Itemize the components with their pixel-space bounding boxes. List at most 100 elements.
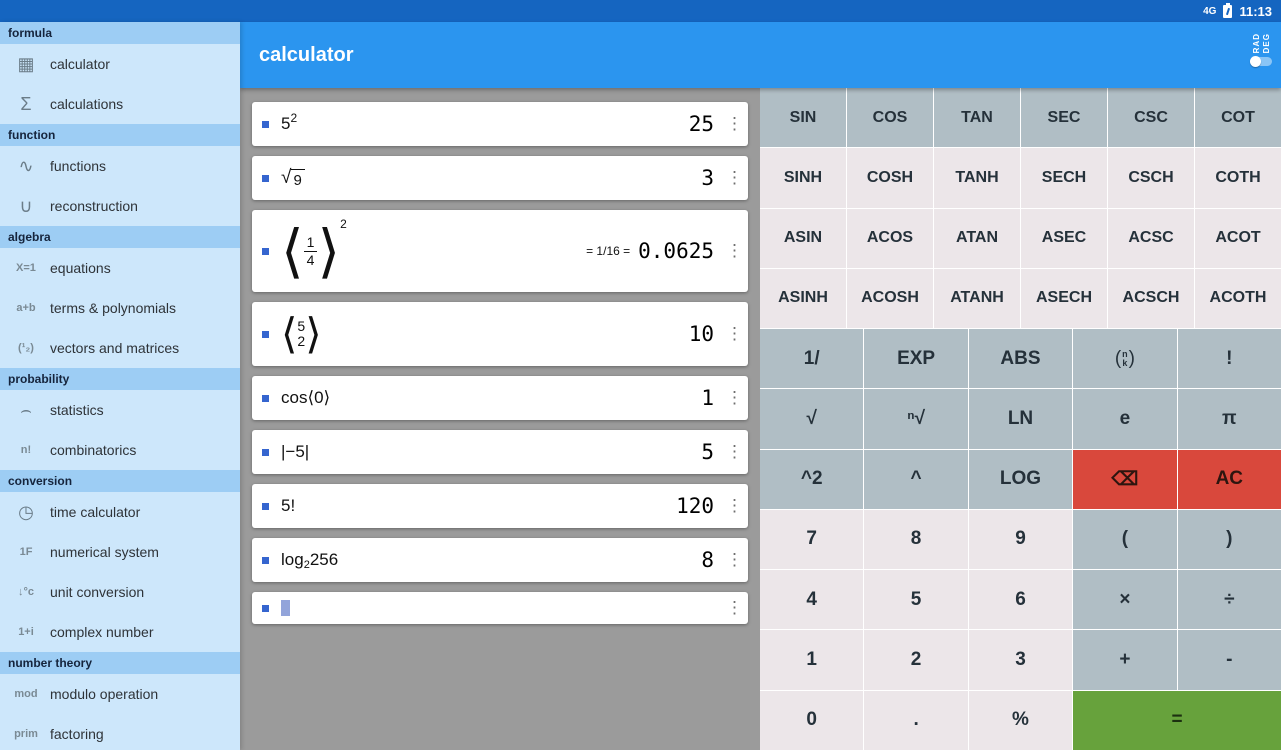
sidebar-item-calculator[interactable]: ▦ calculator — [0, 44, 240, 84]
history-card[interactable]: |−5| 5 ⋮ — [252, 430, 748, 474]
key-asin[interactable]: ASIN — [760, 208, 846, 268]
key-acsc[interactable]: ACSC — [1108, 208, 1194, 268]
overflow-menu-icon[interactable]: ⋮ — [726, 168, 743, 187]
key-6[interactable]: 6 — [968, 570, 1073, 630]
key-sqrt[interactable]: √ — [760, 389, 864, 449]
key-divide[interactable]: ÷ — [1177, 570, 1281, 630]
overflow-menu-icon[interactable]: ⋮ — [726, 114, 743, 133]
sidebar-item-combinatorics[interactable]: n! combinatorics — [0, 430, 240, 470]
key-8[interactable]: 8 — [864, 509, 968, 570]
sidebar-item-reconstruction[interactable]: ∪ reconstruction — [0, 186, 240, 226]
key-minus[interactable]: - — [1177, 630, 1281, 690]
key-0[interactable]: 0 — [760, 690, 864, 750]
key-asinh[interactable]: ASINH — [760, 268, 846, 328]
key-acos[interactable]: ACOS — [847, 208, 933, 268]
key-atanh[interactable]: ATANH — [934, 268, 1020, 328]
key-power[interactable]: ^ — [864, 449, 968, 509]
history-card[interactable]: ⟨ 5 2 ⟩ 10 ⋮ — [252, 302, 748, 366]
sidebar-item-equations[interactable]: X=1 equations — [0, 248, 240, 288]
key-log[interactable]: LOG — [968, 449, 1073, 509]
overflow-menu-icon[interactable]: ⋮ — [726, 241, 743, 260]
key-asech[interactable]: ASECH — [1021, 268, 1107, 328]
key-5[interactable]: 5 — [864, 570, 968, 630]
key-3[interactable]: 3 — [968, 630, 1073, 690]
bullet-icon — [262, 120, 269, 128]
key-sec[interactable]: SEC — [1021, 88, 1107, 148]
sidebar-item-numerical-system[interactable]: 1F numerical system — [0, 532, 240, 572]
key-9[interactable]: 9 — [968, 509, 1073, 570]
key-acosh[interactable]: ACOSH — [847, 268, 933, 328]
key-ln[interactable]: LN — [968, 389, 1073, 449]
key-2[interactable]: 2 — [864, 630, 968, 690]
sidebar-item-modulo-operation[interactable]: mod modulo operation — [0, 674, 240, 714]
key-exp[interactable]: EXP — [864, 329, 968, 389]
history-card[interactable]: log 2 256 8 ⋮ — [252, 538, 748, 582]
overflow-menu-icon[interactable]: ⋮ — [726, 442, 743, 461]
key-all-clear[interactable]: AC — [1177, 449, 1281, 509]
sidebar-item-unit-conversion[interactable]: ↓°c unit conversion — [0, 572, 240, 612]
key-coth[interactable]: COTH — [1195, 148, 1281, 208]
history-card[interactable]: ⋮ — [252, 592, 748, 624]
rad-deg-toggle[interactable]: RAD DEG — [1250, 33, 1272, 68]
key-acsch[interactable]: ACSCH — [1108, 268, 1194, 328]
sidebar-item-factoring[interactable]: prim factoring — [0, 714, 240, 750]
key-cosh[interactable]: COSH — [847, 148, 933, 208]
key-equals[interactable]: = — [1073, 690, 1281, 750]
sidebar-item-time-calculator[interactable]: ◷ time calculator — [0, 492, 240, 532]
key-nth-root[interactable]: ⁿ√ — [864, 389, 968, 449]
rad-deg-switch[interactable] — [1250, 56, 1272, 68]
key-csch[interactable]: CSCH — [1108, 148, 1194, 208]
sidebar-item-terms-polynomials[interactable]: a+b terms & polynomials — [0, 288, 240, 328]
key-asec[interactable]: ASEC — [1021, 208, 1107, 268]
key-n-choose-k[interactable]: (n k) — [1073, 329, 1177, 389]
rad-label: RAD — [1251, 33, 1261, 54]
sidebar-item-statistics[interactable]: ⌢ statistics — [0, 390, 240, 430]
history-card[interactable]: 5! 120 ⋮ — [252, 484, 748, 528]
key-tanh[interactable]: TANH — [934, 148, 1020, 208]
key-plus[interactable]: + — [1073, 630, 1177, 690]
history-card[interactable]: √ 9 3 ⋮ — [252, 156, 748, 200]
key-atan[interactable]: ATAN — [934, 208, 1020, 268]
key-decimal[interactable]: . — [864, 690, 968, 750]
key-1[interactable]: 1 — [760, 630, 864, 690]
key-square[interactable]: ^2 — [760, 449, 864, 509]
history-card[interactable]: ⟨ 1 4 ⟩ 2 = 1/16 = 0.0625 ⋮ — [252, 210, 748, 292]
sidebar-item-functions[interactable]: ∿ functions — [0, 146, 240, 186]
key-4[interactable]: 4 — [760, 570, 864, 630]
overflow-menu-icon[interactable]: ⋮ — [726, 598, 743, 617]
key-euler[interactable]: e — [1073, 389, 1177, 449]
key-acoth[interactable]: ACOTH — [1195, 268, 1281, 328]
key-cot[interactable]: COT — [1195, 88, 1281, 148]
terms-icon: a+b — [16, 302, 36, 314]
key-csc[interactable]: CSC — [1108, 88, 1194, 148]
key-sin[interactable]: SIN — [760, 88, 846, 148]
overflow-menu-icon[interactable]: ⋮ — [726, 550, 743, 569]
overflow-menu-icon[interactable]: ⋮ — [726, 388, 743, 407]
history-card[interactable]: cos⟨0⟩ 1 ⋮ — [252, 376, 748, 420]
key-pi[interactable]: π — [1177, 389, 1281, 449]
page-title: calculator — [259, 43, 354, 66]
key-tan[interactable]: TAN — [934, 88, 1020, 148]
key-close-paren[interactable]: ) — [1177, 509, 1281, 570]
sidebar-item-vectors-and-matrices[interactable]: (¹₂) vectors and matrices — [0, 328, 240, 368]
key-7[interactable]: 7 — [760, 509, 864, 570]
sidebar-item-complex-number[interactable]: 1+i complex number — [0, 612, 240, 652]
key-acot[interactable]: ACOT — [1195, 208, 1281, 268]
key-multiply[interactable]: × — [1073, 570, 1177, 630]
overflow-menu-icon[interactable]: ⋮ — [726, 496, 743, 515]
key-sech[interactable]: SECH — [1021, 148, 1107, 208]
key-reciprocal[interactable]: 1/ — [760, 329, 864, 389]
key-backspace[interactable]: ⌫ — [1073, 449, 1177, 509]
key-factorial[interactable]: ! — [1177, 329, 1281, 389]
sigma-icon: Σ — [20, 93, 32, 114]
key-cos[interactable]: COS — [847, 88, 933, 148]
history-card[interactable]: 5 2 25 ⋮ — [252, 102, 748, 146]
key-sinh[interactable]: SINH — [760, 148, 846, 208]
expression: |−5| — [281, 442, 310, 461]
key-open-paren[interactable]: ( — [1073, 509, 1177, 570]
key-percent[interactable]: % — [968, 690, 1073, 750]
key-abs[interactable]: ABS — [968, 329, 1073, 389]
overflow-menu-icon[interactable]: ⋮ — [726, 324, 743, 343]
